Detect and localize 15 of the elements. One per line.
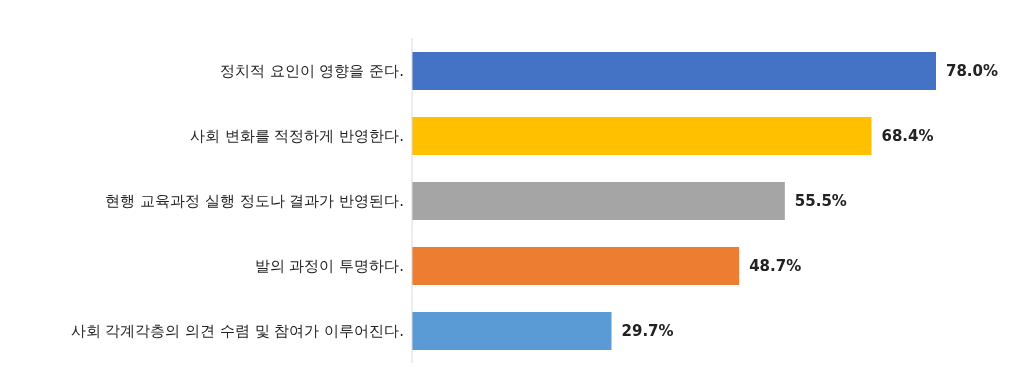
data-label: 68.4% — [881, 127, 934, 146]
y-tick-label: 정치적 요인이 영향을 준다. — [219, 61, 404, 80]
y-tick-label: 사회 변화를 적정하게 반영한다. — [189, 126, 404, 145]
bar — [412, 247, 740, 285]
data-label: 78.0% — [946, 62, 999, 81]
y-tick-label: 현행 교육과정 실행 정도나 결과가 반영된다. — [105, 191, 404, 210]
data-label: 29.7% — [621, 322, 674, 341]
data-label: 55.5% — [794, 192, 847, 211]
y-tick-label: 사회 각계각층의 의견 수렴 및 참여가 이루어진다. — [70, 321, 404, 340]
bar — [412, 117, 872, 155]
bar — [412, 52, 936, 90]
bar — [412, 182, 785, 220]
bar — [412, 312, 612, 350]
y-tick-label: 발의 과정이 투명하다. — [254, 256, 404, 275]
data-label: 48.7% — [749, 257, 802, 276]
